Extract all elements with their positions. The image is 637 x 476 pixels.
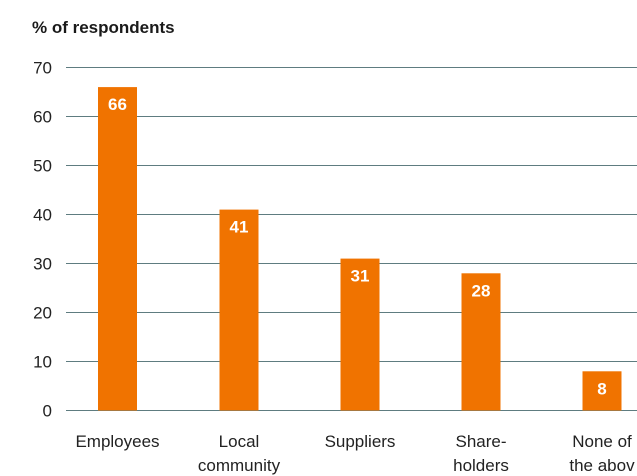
y-tick-50: 50 [33, 157, 52, 176]
bar-4 [582, 371, 622, 411]
category-label-4-line-0: None of [572, 432, 632, 451]
category-label-2-line-0: Suppliers [325, 432, 396, 451]
y-tick-20: 20 [33, 304, 52, 323]
y-tick-30: 30 [33, 255, 52, 274]
y-tick-0: 0 [43, 402, 52, 421]
data-label-4: 8 [597, 379, 606, 398]
data-labels: 66 41 31 28 8 [108, 95, 607, 398]
data-label-0: 66 [108, 95, 127, 114]
bar-3 [461, 273, 501, 411]
bars [98, 87, 622, 411]
bar-1 [219, 209, 259, 411]
data-label-2: 31 [351, 267, 370, 286]
category-label-3-line-1: holders [453, 456, 509, 475]
y-tick-10: 10 [33, 353, 52, 372]
category-label-4-line-1: the abov [569, 456, 635, 475]
data-label-3: 28 [472, 281, 491, 300]
y-tick-40: 40 [33, 206, 52, 225]
category-label-1-line-1: community [198, 456, 281, 475]
data-label-1: 41 [230, 218, 249, 237]
bar-2 [340, 258, 380, 411]
y-axis-title: % of respondents [32, 18, 175, 37]
category-label-3-line-0: Share- [455, 432, 506, 451]
category-label-1-line-0: Local [219, 432, 260, 451]
y-tick-70: 70 [33, 59, 52, 78]
category-label-0-line-0: Employees [75, 432, 159, 451]
bar-0 [98, 87, 137, 411]
y-tick-60: 60 [33, 108, 52, 127]
category-labels: Employees Local community Suppliers Share-ho… [75, 432, 635, 475]
y-tick-labels: 0 10 20 30 40 50 60 70 [33, 59, 52, 421]
